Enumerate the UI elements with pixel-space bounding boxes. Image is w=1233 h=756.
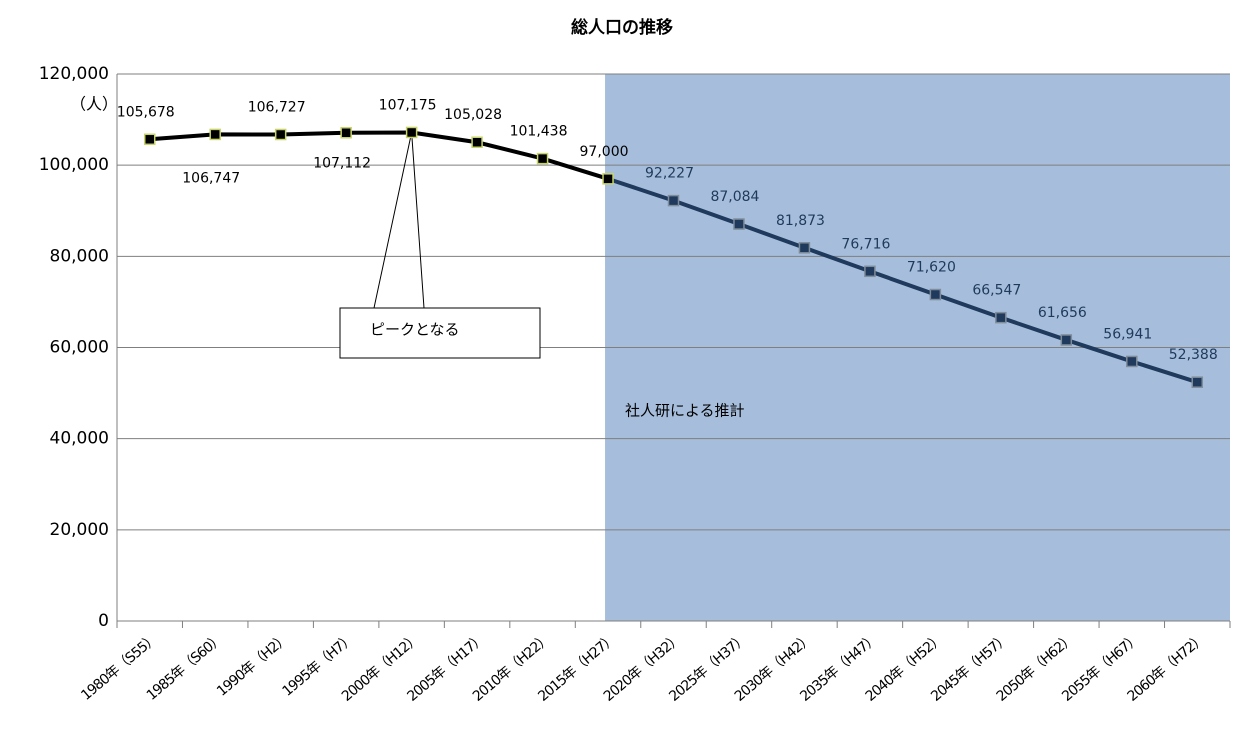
marker (1191, 376, 1204, 388)
marker (1126, 355, 1138, 368)
marker (536, 152, 549, 165)
y-tick-label: 0 (98, 611, 109, 631)
marker (602, 173, 614, 185)
value-label: 76,716 (841, 236, 890, 252)
value-label: 81,873 (776, 213, 825, 229)
value-label: 97,000 (580, 144, 629, 160)
marker (733, 218, 745, 230)
value-label: 56,941 (1103, 326, 1152, 342)
marker (667, 194, 680, 207)
line (149, 130, 609, 181)
marker (1060, 334, 1073, 346)
value-label: 105,678 (117, 104, 175, 120)
y-tick-label: 80,000 (50, 246, 109, 266)
marker (405, 126, 418, 139)
value-label: 107,175 (379, 97, 437, 113)
y-tick-label: 120,000 (39, 64, 109, 84)
line (607, 176, 1198, 385)
value-label: 61,656 (1038, 305, 1087, 321)
callout-pointer (373, 132, 425, 309)
marker (471, 136, 483, 148)
value-label: 52,388 (1169, 347, 1218, 363)
marker (209, 128, 221, 141)
callout-text: ピークとなる (370, 321, 460, 339)
marker (929, 288, 942, 301)
projection-label: 社人研による推計 (625, 402, 745, 420)
y-tick-label: 100,000 (39, 155, 109, 175)
value-label: 92,227 (645, 166, 694, 182)
y-tick-label: 60,000 (50, 338, 109, 358)
value-label: 106,727 (248, 100, 306, 116)
callout-box (339, 307, 541, 359)
marker (864, 265, 876, 278)
marker (143, 133, 156, 146)
value-label: 101,438 (510, 124, 568, 140)
marker (340, 126, 352, 139)
y-tick-label: 40,000 (50, 429, 109, 449)
chart-title: 総人口の推移 (571, 17, 673, 38)
marker (274, 128, 287, 141)
value-label: 105,028 (444, 107, 502, 123)
value-label: 71,620 (907, 260, 956, 276)
value-label: 66,547 (972, 283, 1021, 299)
value-label: 87,084 (710, 189, 759, 205)
marker (995, 311, 1007, 324)
y-axis-label: （人） (70, 95, 118, 114)
y-tick-label: 20,000 (50, 520, 109, 540)
marker (798, 242, 811, 254)
value-label: 106,747 (182, 170, 240, 186)
value-label: 107,112 (313, 156, 371, 172)
